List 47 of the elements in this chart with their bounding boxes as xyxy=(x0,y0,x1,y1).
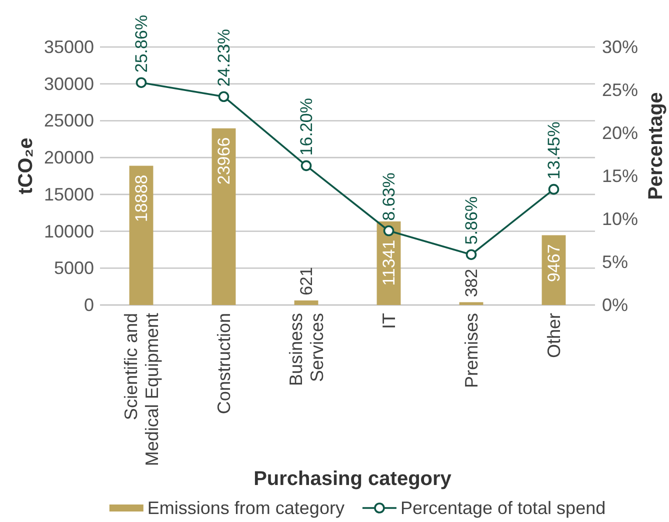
data-label: 25.86% xyxy=(132,14,151,73)
x-tick-label: IT xyxy=(378,313,399,329)
data-label: 382 xyxy=(462,268,481,298)
bar xyxy=(294,300,318,305)
point xyxy=(466,249,477,260)
data-label: 5.86% xyxy=(462,196,481,245)
legend-label: Percentage of total spend xyxy=(400,498,606,518)
bar xyxy=(459,302,484,305)
x-tick-label: Scientific and Medical Equipment xyxy=(120,313,162,466)
data-label: 18888 xyxy=(132,174,151,222)
y2-tick-label: 5% xyxy=(602,252,628,272)
x-tick-label: Business Services xyxy=(286,313,327,386)
y2-tick-label: 0% xyxy=(602,295,628,315)
data-label: 621 xyxy=(296,267,316,296)
point xyxy=(383,225,394,236)
y-tick-label: 25000 xyxy=(44,110,94,131)
y-tick-label: 20000 xyxy=(44,148,94,168)
y2-tick-label: 30% xyxy=(602,37,638,57)
y-tick-label: 30000 xyxy=(44,74,94,94)
y2-tick-label: 15% xyxy=(602,166,638,186)
y-tick-label: 10000 xyxy=(44,221,94,242)
y-tick-label: 35000 xyxy=(44,37,94,57)
data-label: 13.45% xyxy=(544,122,564,180)
data-label: 9467 xyxy=(544,244,564,282)
x-tick-label: Construction xyxy=(214,313,234,414)
data-label: 16.20% xyxy=(296,98,316,156)
y2-tick-label: 20% xyxy=(602,123,638,143)
data-label: 23966 xyxy=(214,137,234,185)
y-tick-label: 5000 xyxy=(54,258,94,278)
y-axis-title: tCO₂e xyxy=(15,138,37,194)
y2-axis-title: Percentage xyxy=(645,92,667,200)
legend-label: Emissions from category xyxy=(147,498,344,518)
point xyxy=(136,77,147,88)
point xyxy=(300,160,312,172)
x-tick-label: Other xyxy=(544,313,564,358)
data-label: 11341 xyxy=(379,240,398,286)
data-label: 24.23% xyxy=(214,28,234,87)
x-axis-title: Purchasing category xyxy=(254,468,452,490)
data-label: 8.63% xyxy=(379,172,398,221)
point xyxy=(548,184,560,195)
bar xyxy=(212,128,236,305)
x-tick-label: Premises xyxy=(461,313,482,388)
point xyxy=(218,91,230,102)
y-tick-label: 15000 xyxy=(44,184,94,204)
y-tick-label: 0 xyxy=(84,295,94,315)
y2-tick-label: 10% xyxy=(602,209,638,229)
y2-tick-label: 25% xyxy=(602,80,638,100)
